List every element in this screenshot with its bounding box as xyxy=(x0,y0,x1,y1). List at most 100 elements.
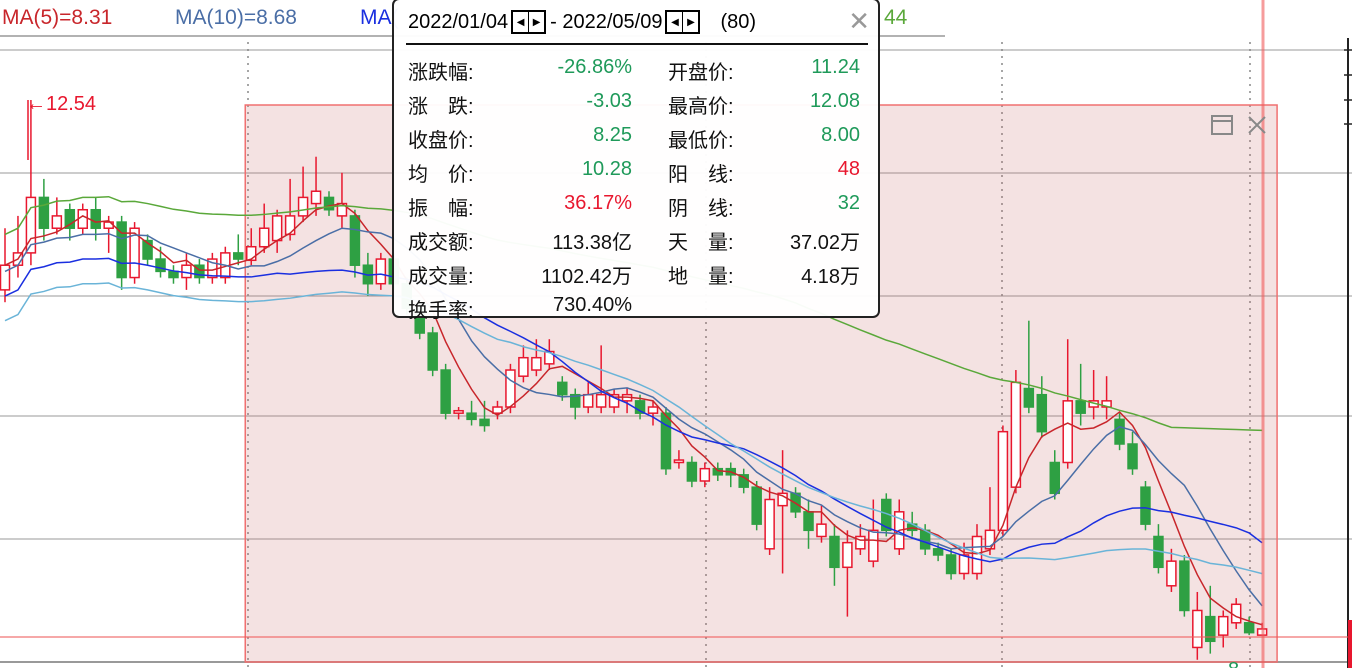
candle-down[interactable] xyxy=(660,407,672,475)
ma10-line xyxy=(4,227,1263,607)
candle-up[interactable] xyxy=(608,388,620,414)
candle-down[interactable] xyxy=(116,215,127,290)
candle-up[interactable] xyxy=(1010,370,1022,494)
candle-down[interactable] xyxy=(751,480,762,531)
candle-down[interactable] xyxy=(1205,585,1216,654)
candle-up[interactable] xyxy=(997,425,1009,537)
stat-value: 37.02万 xyxy=(789,232,860,254)
candle-down[interactable] xyxy=(1114,413,1125,451)
stat-label: 振 幅: xyxy=(408,198,474,220)
candle-down[interactable] xyxy=(1127,431,1138,475)
candle-down[interactable] xyxy=(168,265,179,284)
candle-up[interactable] xyxy=(453,407,464,420)
candle-down[interactable] xyxy=(1140,480,1151,531)
candle-up[interactable] xyxy=(336,172,348,229)
caret-left-icon[interactable]: ◀ xyxy=(516,16,525,28)
stat-label: 成交量: xyxy=(408,266,474,288)
candle-up[interactable] xyxy=(51,197,63,235)
stat-label: 最低价: xyxy=(668,130,734,152)
stat-label: 天 量: xyxy=(668,232,734,254)
candle-down[interactable] xyxy=(1179,554,1190,617)
high-price-label: ←12.54 xyxy=(26,93,96,115)
stat-label: 阳 线: xyxy=(668,164,734,186)
candle-down[interactable] xyxy=(1075,363,1086,426)
close-icon[interactable]: ✕ xyxy=(848,6,870,36)
date-separator: - xyxy=(550,10,557,33)
candle-up[interactable] xyxy=(284,178,296,241)
low-price-label: ←8 xyxy=(1208,659,1239,668)
start-date-stepper[interactable]: ◀ ▶ xyxy=(511,10,547,34)
candle-down[interactable] xyxy=(440,363,451,420)
end-date-stepper[interactable]: ◀ ▶ xyxy=(665,10,701,34)
stat-label: 地 量: xyxy=(668,266,734,288)
candle-up[interactable] xyxy=(673,450,685,469)
candle-up[interactable] xyxy=(1166,548,1177,592)
candle-down[interactable] xyxy=(38,178,50,241)
stat-value: 36.17% xyxy=(564,192,632,214)
ma30-line xyxy=(4,282,1263,575)
stat-value: 1102.42万 xyxy=(541,266,632,288)
caret-right-icon[interactable]: ▶ xyxy=(682,12,698,32)
candle-down[interactable] xyxy=(427,326,438,377)
candle-up[interactable] xyxy=(375,252,387,290)
candle-up[interactable] xyxy=(855,524,866,555)
candle-down[interactable] xyxy=(557,376,568,401)
stat-label: 收盘价: xyxy=(408,130,474,152)
stat-label: 成交额: xyxy=(408,232,474,254)
candle-down[interactable] xyxy=(479,400,490,432)
candle-up[interactable] xyxy=(492,400,503,420)
candle-up[interactable] xyxy=(207,252,218,284)
stat-value: 730.40% xyxy=(553,294,632,316)
stat-value: 48 xyxy=(837,158,860,180)
candle-up[interactable] xyxy=(1192,591,1203,660)
legend-ma60: 44 xyxy=(884,6,908,29)
candle-down[interactable] xyxy=(64,203,76,241)
range-stats-tooltip: 2022/01/04 ◀ ▶ - 2022/05/09 ◀ ▶ (80) ✕ 涨跌幅… xyxy=(392,0,880,322)
stat-label: 涨 跌: xyxy=(408,96,474,118)
candle-up[interactable] xyxy=(1217,610,1229,648)
start-date: 2022/01/04 xyxy=(408,10,509,33)
candle-down[interactable] xyxy=(194,259,205,284)
candle-up[interactable] xyxy=(245,228,257,266)
maximize-window-icon[interactable] xyxy=(1210,114,1234,136)
candle-down[interactable] xyxy=(1023,320,1035,414)
candle-up[interactable] xyxy=(868,499,879,568)
stat-value: 11.24 xyxy=(811,56,860,78)
candle-up[interactable] xyxy=(531,339,542,377)
candle-down[interactable] xyxy=(569,388,581,420)
stat-label: 均 价: xyxy=(408,164,474,186)
candle-up[interactable] xyxy=(699,462,711,488)
candle-up[interactable] xyxy=(842,530,853,617)
candle-up[interactable] xyxy=(777,450,788,574)
candle-up[interactable] xyxy=(764,487,775,555)
caret-left-icon[interactable]: ◀ xyxy=(671,16,679,28)
candle-down[interactable] xyxy=(142,234,153,266)
stat-value: 113.38亿 xyxy=(552,232,632,254)
candle-down[interactable] xyxy=(323,191,335,216)
tooltip-header: 2022/01/04 ◀ ▶ - 2022/05/09 ◀ ▶ (80) xyxy=(408,10,756,34)
stat-label: 开盘价: xyxy=(668,62,734,84)
candle-up[interactable] xyxy=(129,222,140,284)
candle-up[interactable] xyxy=(77,203,89,235)
caret-right-icon[interactable]: ▶ xyxy=(528,12,544,32)
stat-value: 10.28 xyxy=(581,158,632,180)
candle-down[interactable] xyxy=(233,234,244,266)
candle-down[interactable] xyxy=(466,400,477,426)
ma5-line xyxy=(4,202,1263,626)
candle-down[interactable] xyxy=(686,456,698,488)
candle-up[interactable] xyxy=(297,166,309,223)
legend-ma5: MA(5)=8.31 xyxy=(2,6,113,29)
candle-up[interactable] xyxy=(1062,339,1073,469)
candle-up[interactable] xyxy=(181,252,192,290)
stat-value: -3.03 xyxy=(586,90,632,112)
stat-value: 8.25 xyxy=(593,124,632,146)
candle-up[interactable] xyxy=(12,215,24,278)
candle-down[interactable] xyxy=(155,246,166,278)
close-selection-icon[interactable] xyxy=(1246,114,1268,136)
candle-up[interactable] xyxy=(816,505,827,543)
legend-ma20: MA( xyxy=(360,6,399,29)
stat-value: 32 xyxy=(837,192,860,214)
candle-up[interactable] xyxy=(25,100,37,266)
stat-value: -26.86% xyxy=(557,56,633,78)
legend-ma10: MA(10)=8.68 xyxy=(175,6,297,29)
